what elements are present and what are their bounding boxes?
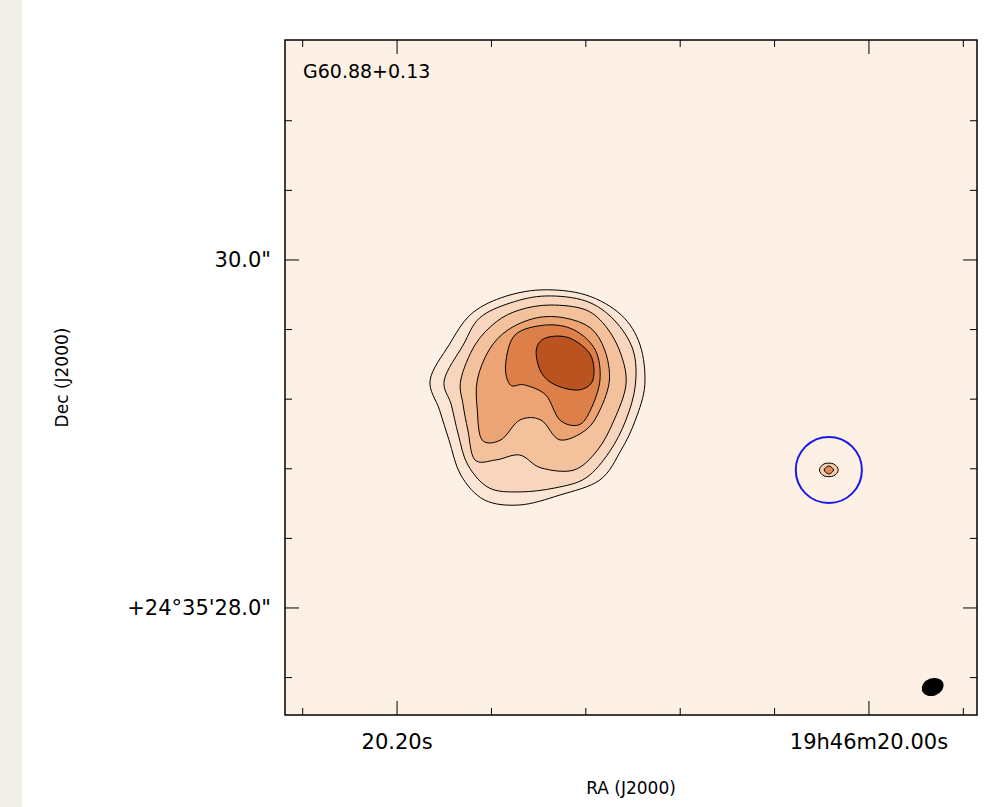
x-tick — [491, 708, 492, 715]
x-tick — [397, 40, 398, 54]
x-tick — [491, 40, 492, 47]
x-tick-label: 20.20s — [362, 730, 433, 754]
panel — [22, 0, 999, 807]
y-tick — [285, 538, 292, 539]
x-tick — [774, 40, 775, 47]
frame — [285, 40, 977, 715]
y-tick — [963, 607, 977, 608]
x-axis-title: RA (J2000) — [586, 778, 676, 798]
y-tick-label: +24°35'28.0" — [127, 596, 271, 620]
y-tick — [285, 677, 292, 678]
title: G60.88+0.13 — [303, 60, 430, 82]
x-tick — [302, 708, 303, 715]
y-tick — [285, 468, 292, 469]
contour — [824, 466, 833, 474]
y-axis-title: Dec (J2000) — [52, 328, 72, 428]
contour — [460, 305, 626, 471]
contour — [819, 463, 838, 477]
x-tick — [302, 40, 303, 47]
contour — [476, 317, 609, 444]
x-tick — [868, 40, 869, 54]
contour — [430, 290, 645, 505]
y-tick-label: 30.0" — [215, 248, 271, 272]
x-tick — [585, 40, 586, 47]
contour — [505, 325, 600, 426]
x-tick — [963, 708, 964, 715]
x-tick — [585, 708, 586, 715]
y-tick — [285, 607, 299, 608]
x-tick — [680, 40, 681, 47]
x-tick — [397, 701, 398, 715]
marker-circle — [796, 437, 862, 503]
x-tick — [774, 708, 775, 715]
y-tick — [970, 677, 977, 678]
x-tick — [680, 708, 681, 715]
y-tick — [970, 329, 977, 330]
y-tick — [285, 329, 292, 330]
x-tick — [963, 40, 964, 47]
y-tick — [970, 538, 977, 539]
y-tick — [963, 259, 977, 260]
y-tick — [970, 120, 977, 121]
beam — [919, 675, 946, 699]
y-tick — [970, 399, 977, 400]
y-tick — [970, 190, 977, 191]
contour — [536, 336, 594, 390]
plot-area — [430, 290, 946, 699]
plot-background — [285, 40, 977, 715]
x-tick — [868, 701, 869, 715]
y-tick — [285, 120, 292, 121]
y-tick — [285, 190, 292, 191]
y-tick — [285, 259, 299, 260]
y-tick — [970, 468, 977, 469]
x-tick-label: 19h46m20.00s — [790, 730, 948, 754]
contour — [444, 296, 636, 492]
chart: 20.20s 19h46m20.00s +24°35'28.0" 30.0" RA (J… — [0, 0, 999, 807]
y-tick — [285, 399, 292, 400]
